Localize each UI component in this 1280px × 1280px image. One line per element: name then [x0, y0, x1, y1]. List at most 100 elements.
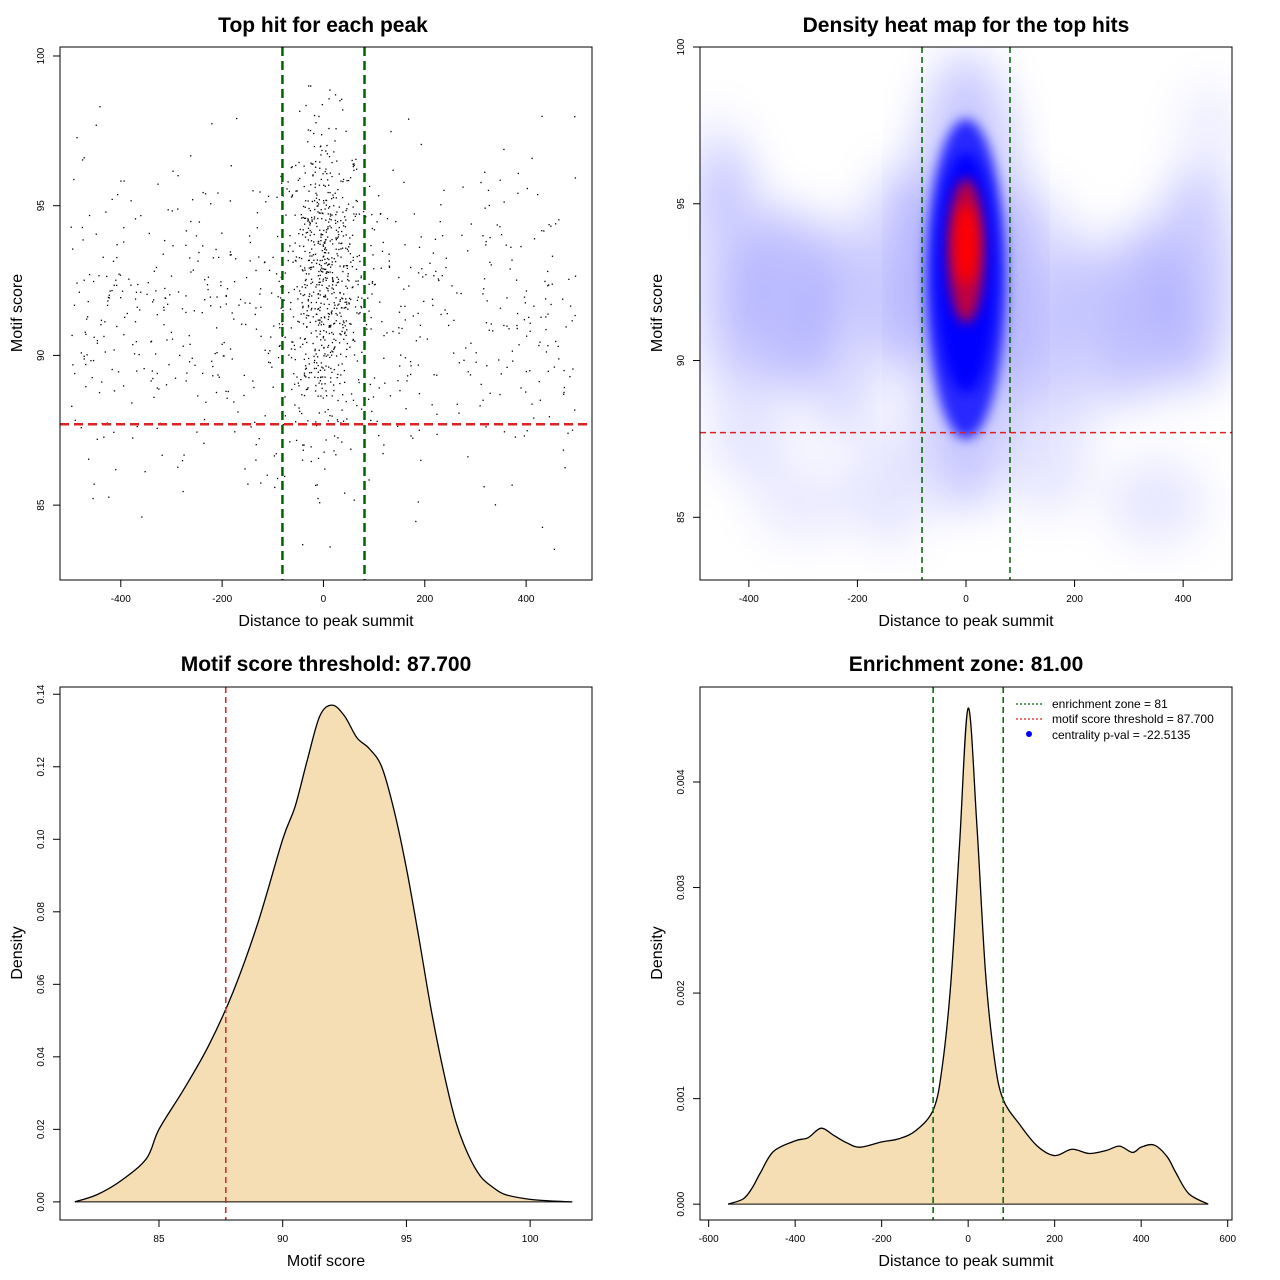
- scatter-point: [288, 190, 290, 193]
- scatter-point: [291, 195, 294, 197]
- scatter-point: [373, 268, 375, 270]
- scatter-point: [272, 256, 274, 259]
- scatter-point: [467, 456, 469, 458]
- scatter-point: [338, 342, 341, 344]
- scatter-point: [324, 252, 327, 254]
- scatter-point: [343, 492, 346, 494]
- scatter-point: [315, 384, 317, 387]
- scatter-point: [327, 263, 330, 265]
- scatter-point: [341, 441, 343, 443]
- plot-frame: [59, 686, 593, 1221]
- scatter-point: [337, 236, 340, 238]
- scatter-point: [395, 220, 397, 223]
- y-tick-label: 0.10: [36, 829, 47, 849]
- scatter-point: [315, 424, 318, 427]
- scatter-point: [523, 435, 526, 437]
- scatter-point: [307, 306, 310, 308]
- scatter-point: [320, 239, 322, 242]
- scatter-point: [329, 351, 332, 354]
- scatter-point: [193, 310, 196, 312]
- scatter-point: [217, 374, 219, 376]
- scatter-point: [389, 395, 392, 397]
- scatter-point: [84, 331, 86, 333]
- scatter-point: [302, 294, 304, 297]
- scatter-point: [345, 219, 347, 221]
- scatter-point: [346, 342, 349, 345]
- scatter-point: [309, 266, 312, 269]
- scatter-point: [235, 258, 237, 260]
- scatter-point: [303, 185, 305, 188]
- scatter-point: [321, 218, 323, 220]
- scatter-point: [368, 479, 370, 481]
- scatter-point: [331, 214, 333, 216]
- scatter-point: [107, 296, 110, 299]
- scatter-point: [322, 256, 324, 258]
- scatter-point: [404, 244, 406, 246]
- scatter-point: [537, 193, 539, 196]
- scatter-point: [118, 273, 120, 275]
- scatter-point: [310, 282, 312, 285]
- x-tick-label: 200: [1066, 594, 1083, 605]
- scatter-point: [335, 454, 337, 456]
- scatter-point: [204, 299, 206, 301]
- scatter-point: [346, 418, 348, 420]
- scatter-point: [71, 405, 73, 407]
- scatter-point: [259, 191, 261, 193]
- scatter-point: [256, 212, 259, 214]
- scatter-point: [540, 316, 542, 318]
- scatter-point: [292, 316, 295, 318]
- scatter-point: [520, 387, 522, 389]
- scatter-point: [561, 298, 564, 300]
- scatter-point: [244, 468, 246, 470]
- scatter-point: [341, 242, 343, 244]
- scatter-point: [111, 368, 113, 371]
- panel-heatmap: Density heat map for the top hits Distan…: [649, 14, 1233, 630]
- scatter-point: [475, 361, 477, 363]
- scatter-point: [331, 415, 333, 417]
- scatter-point: [555, 340, 557, 343]
- scatter-point: [321, 212, 323, 214]
- scatter-point: [314, 171, 316, 173]
- scatter-point: [529, 322, 531, 324]
- scatter-point: [338, 206, 340, 208]
- scatter-point: [426, 338, 429, 340]
- scatter-point: [83, 279, 85, 281]
- scatter-point: [345, 285, 347, 287]
- scatter-point: [516, 324, 518, 327]
- scatter-point: [503, 201, 505, 203]
- scatter-point: [346, 265, 349, 267]
- scatter-point: [225, 294, 227, 297]
- scatter-point: [488, 204, 490, 207]
- scatter-point: [282, 309, 284, 312]
- scatter-point: [331, 331, 333, 334]
- scatter-point: [399, 365, 401, 367]
- scatter-point: [151, 301, 154, 303]
- scatter-point: [238, 304, 240, 306]
- scatter-point: [301, 233, 304, 236]
- scatter-point: [485, 322, 488, 324]
- scatter-point: [323, 355, 325, 357]
- scatter-point: [196, 431, 198, 433]
- scatter-point: [236, 117, 238, 120]
- y-tick-label: 0.000: [676, 1191, 687, 1216]
- scatter-point: [319, 212, 321, 214]
- scatter-point: [278, 323, 281, 325]
- scatter-point: [255, 307, 257, 309]
- scatter-point: [432, 252, 435, 254]
- scatter-point: [335, 248, 337, 250]
- scatter-point: [333, 322, 336, 324]
- scatter-point: [349, 177, 352, 179]
- scatter-point: [120, 297, 122, 299]
- scatter-point: [548, 223, 550, 226]
- scatter-point: [307, 141, 309, 143]
- scatter-point: [300, 213, 302, 216]
- scatter-point: [352, 256, 355, 259]
- scatter-point: [467, 371, 469, 373]
- scatter-point: [360, 307, 363, 309]
- scatter-point: [331, 293, 333, 295]
- scatter-point: [342, 225, 345, 227]
- scatter-point: [438, 279, 440, 282]
- scatter-point: [403, 288, 405, 290]
- scatter-point: [313, 216, 316, 218]
